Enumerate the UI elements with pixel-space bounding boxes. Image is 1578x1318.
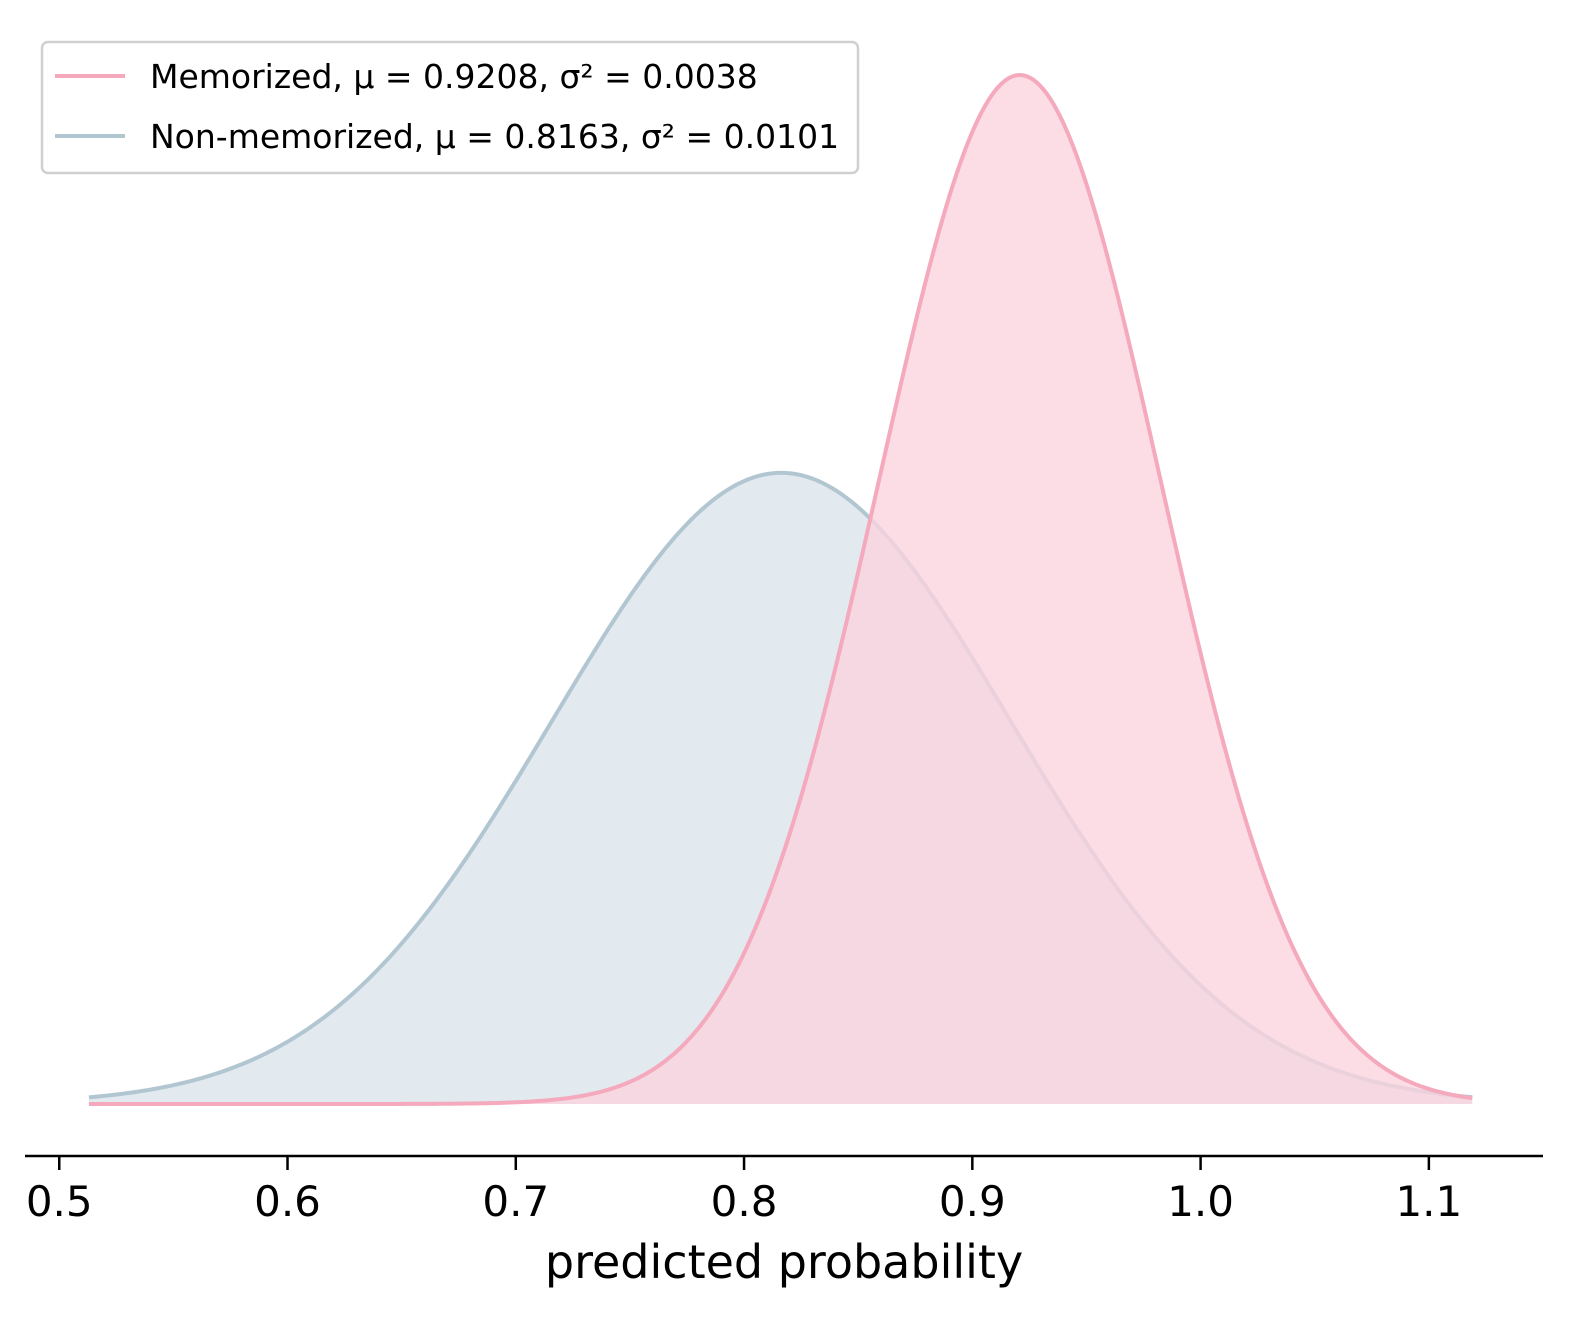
x-tick-label: 0.7 (482, 1177, 549, 1226)
x-tick-label: 0.9 (939, 1177, 1006, 1226)
legend-entry-label: Memorized, μ = 0.9208, σ² = 0.0038 (150, 57, 758, 96)
memorized-line (88, 73, 1473, 1106)
x-tick-label: 1.0 (1167, 1177, 1234, 1226)
series-layer (88, 73, 1473, 1106)
x-axis-ticks: 0.5 0.6 0.7 0.8 0.9 1.0 1.1 (26, 1156, 1462, 1226)
x-tick-label: 0.6 (254, 1177, 321, 1226)
legend-box (40, 40, 860, 175)
legend: Memorized, μ = 0.9208, σ² = 0.0038 Non-me… (40, 40, 860, 175)
x-tick-label: 0.5 (26, 1177, 93, 1226)
x-tick-label: 1.1 (1395, 1177, 1462, 1226)
x-tick-label: 0.8 (711, 1177, 778, 1226)
legend-entry-label: Non-memorized, μ = 0.8163, σ² = 0.0101 (150, 117, 839, 156)
x-axis-label: predicted probability (545, 1235, 1023, 1289)
